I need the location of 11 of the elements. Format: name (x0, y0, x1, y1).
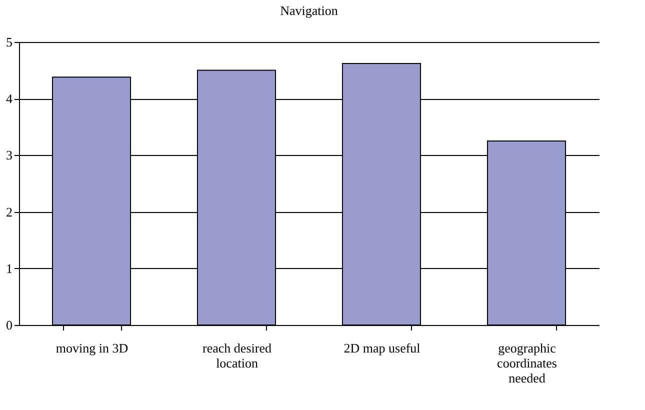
y-tick-label: 0 (6, 318, 12, 332)
y-tick-label: 2 (6, 204, 12, 220)
chart-title: Navigation (280, 3, 338, 18)
x-tick-label: 2D map useful (344, 340, 421, 356)
x-tick-label: moving in 3D (56, 340, 128, 356)
y-tick-label: 5 (6, 34, 12, 50)
x-tick-label: reach desired location (202, 340, 272, 370)
y-tick-label: 3 (6, 148, 12, 163)
y-tick-label: 4 (6, 91, 13, 106)
x-tick-label: geographic coordinates needed (497, 340, 557, 386)
y-tick-label: 1 (6, 260, 12, 276)
